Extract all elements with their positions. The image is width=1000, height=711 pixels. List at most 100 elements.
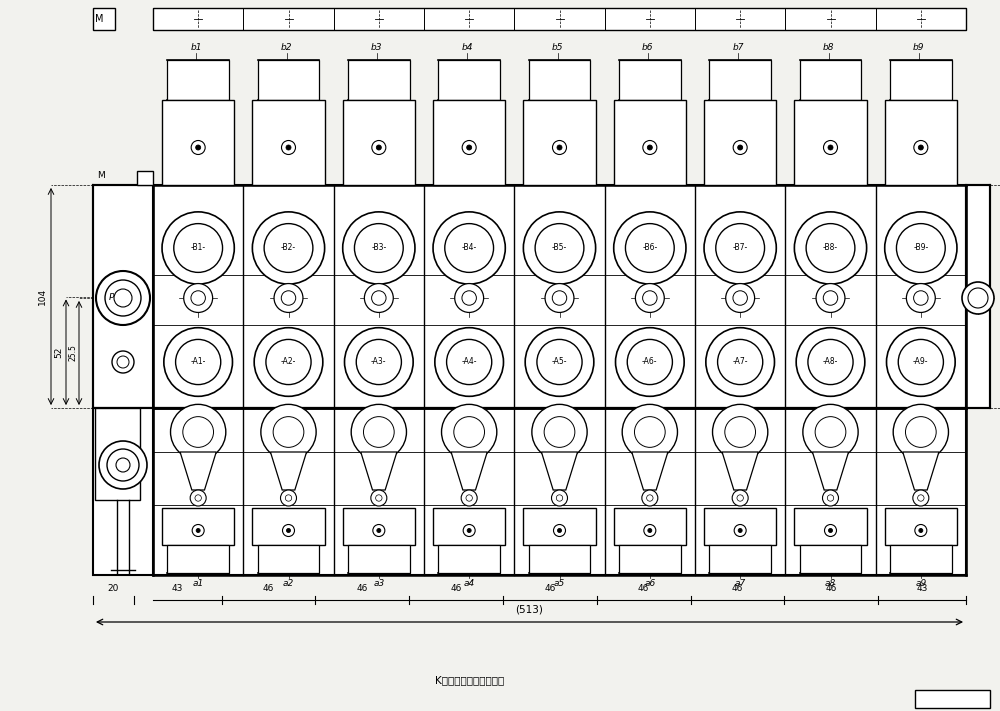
Bar	[348, 60, 410, 100]
Circle shape	[794, 212, 867, 284]
Bar	[167, 60, 229, 100]
Bar	[433, 508, 505, 545]
Circle shape	[343, 212, 415, 284]
Circle shape	[816, 284, 845, 312]
Text: a7: a7	[735, 579, 746, 587]
Circle shape	[184, 284, 213, 312]
Polygon shape	[451, 452, 487, 490]
Bar	[523, 508, 596, 545]
Circle shape	[190, 490, 206, 506]
Circle shape	[351, 405, 406, 459]
Text: b3: b3	[371, 43, 383, 53]
Circle shape	[716, 224, 765, 272]
Circle shape	[545, 284, 574, 312]
Text: 43: 43	[172, 584, 183, 593]
Circle shape	[556, 495, 563, 501]
Circle shape	[725, 417, 756, 447]
Text: b6: b6	[642, 43, 654, 53]
Polygon shape	[722, 452, 758, 490]
Text: a3: a3	[373, 579, 384, 587]
Circle shape	[376, 145, 381, 150]
Circle shape	[822, 490, 838, 506]
Bar	[95, 408, 140, 500]
Circle shape	[195, 495, 201, 501]
Polygon shape	[903, 452, 939, 490]
Circle shape	[915, 525, 927, 537]
Text: -A3-: -A3-	[371, 358, 387, 366]
Text: -A6-: -A6-	[642, 358, 658, 366]
Bar	[800, 60, 861, 100]
Circle shape	[558, 528, 562, 533]
Circle shape	[647, 145, 652, 150]
Circle shape	[264, 224, 313, 272]
Bar	[619, 60, 681, 100]
Text: -B6-: -B6-	[642, 243, 657, 252]
Circle shape	[704, 212, 776, 284]
Circle shape	[898, 339, 943, 385]
Circle shape	[806, 224, 855, 272]
Circle shape	[183, 417, 214, 447]
Circle shape	[557, 145, 562, 150]
Bar	[343, 100, 415, 185]
Circle shape	[808, 339, 853, 385]
Circle shape	[287, 528, 290, 533]
Circle shape	[105, 280, 141, 316]
Circle shape	[706, 328, 774, 396]
Bar	[966, 185, 990, 408]
Bar	[153, 408, 966, 575]
Circle shape	[552, 291, 567, 305]
Circle shape	[176, 339, 221, 385]
Text: b2: b2	[281, 43, 292, 53]
Bar	[438, 60, 500, 100]
Circle shape	[815, 417, 846, 447]
Circle shape	[254, 328, 323, 396]
Bar	[890, 60, 952, 100]
Bar	[162, 100, 234, 185]
Circle shape	[445, 224, 494, 272]
Circle shape	[99, 441, 147, 489]
Text: a6: a6	[644, 579, 655, 587]
Circle shape	[893, 405, 948, 459]
Circle shape	[116, 458, 130, 472]
Circle shape	[377, 528, 381, 533]
Circle shape	[738, 145, 743, 150]
Text: 46: 46	[450, 584, 462, 593]
Circle shape	[280, 490, 296, 506]
Text: a1: a1	[193, 579, 204, 587]
Text: 46: 46	[263, 584, 274, 593]
Circle shape	[913, 490, 929, 506]
Text: 25.5: 25.5	[68, 345, 77, 361]
Polygon shape	[632, 452, 668, 490]
Bar	[93, 8, 115, 30]
Circle shape	[635, 284, 664, 312]
Circle shape	[918, 145, 923, 150]
Circle shape	[372, 291, 386, 305]
Bar	[915, 690, 990, 708]
Circle shape	[371, 490, 387, 506]
Circle shape	[117, 356, 129, 368]
Text: b4: b4	[461, 43, 473, 53]
Circle shape	[196, 145, 201, 150]
Circle shape	[552, 490, 568, 506]
Text: P: P	[108, 294, 114, 302]
Circle shape	[162, 212, 234, 284]
Circle shape	[827, 495, 834, 501]
Circle shape	[525, 328, 594, 396]
Circle shape	[112, 351, 134, 373]
Text: -A9-: -A9-	[913, 358, 929, 366]
Circle shape	[463, 525, 475, 537]
Circle shape	[643, 141, 657, 154]
Circle shape	[796, 328, 865, 396]
Circle shape	[354, 224, 403, 272]
Circle shape	[466, 495, 472, 501]
Circle shape	[364, 284, 393, 312]
Text: -A1-: -A1-	[190, 358, 206, 366]
Circle shape	[733, 291, 747, 305]
Text: 46: 46	[732, 584, 743, 593]
Bar	[252, 508, 325, 545]
Circle shape	[462, 141, 476, 154]
Bar	[153, 185, 966, 408]
Circle shape	[283, 525, 294, 537]
Circle shape	[455, 284, 484, 312]
Bar	[438, 545, 500, 573]
